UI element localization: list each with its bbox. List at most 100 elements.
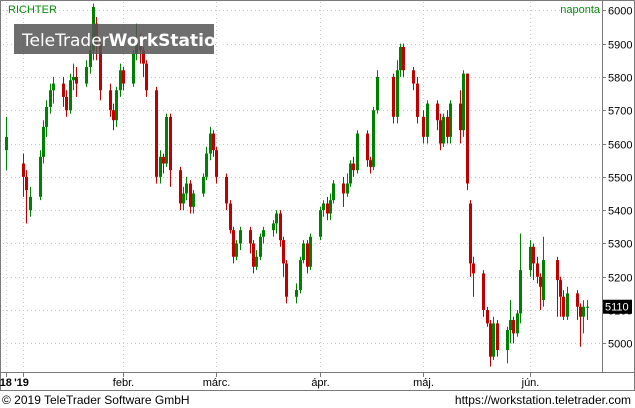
candle <box>346 173 349 197</box>
candle-body <box>85 66 88 84</box>
candle <box>559 276 562 317</box>
candle-body <box>392 76 395 117</box>
candle-body <box>416 83 419 117</box>
copyright-text: © 2019 TeleTrader Software GmbH <box>2 393 190 407</box>
candle-body <box>332 183 335 201</box>
candle <box>285 260 288 304</box>
candle <box>275 210 278 234</box>
candle <box>282 236 285 277</box>
candle <box>225 173 228 211</box>
candle <box>75 66 78 97</box>
candle <box>215 146 218 184</box>
candle-body <box>115 90 118 121</box>
watermark-text: TeleTraderWorkStation <box>21 31 228 51</box>
candle-body <box>185 183 188 194</box>
candle-body <box>302 243 305 261</box>
candle-body <box>346 183 349 194</box>
candle-body <box>559 280 562 297</box>
candle <box>259 233 262 261</box>
candle <box>202 173 205 197</box>
candle <box>295 283 298 304</box>
candle-body <box>532 246 535 264</box>
candle-body <box>442 116 445 144</box>
candle-body <box>159 156 162 177</box>
candle <box>562 290 565 321</box>
candle-body <box>466 73 469 184</box>
candle <box>165 113 168 167</box>
candle <box>422 110 425 144</box>
candle-body <box>542 260 545 301</box>
candle <box>109 83 112 117</box>
candle <box>396 60 399 124</box>
candle-body <box>165 116 168 164</box>
candle <box>519 233 522 324</box>
candle-body <box>229 203 232 231</box>
candle-body <box>275 213 278 224</box>
candle <box>466 73 469 191</box>
y-axis: 5000510052005300540055005600570058005900… <box>602 6 632 351</box>
candle <box>272 220 275 237</box>
candle <box>542 236 545 307</box>
candle <box>145 60 148 97</box>
candle-body <box>306 243 309 267</box>
candle <box>72 63 75 91</box>
candle <box>85 60 88 87</box>
candle <box>566 286 569 321</box>
candle <box>369 156 372 174</box>
candle-body <box>366 133 369 161</box>
candle <box>556 256 559 317</box>
candle-body <box>509 320 512 331</box>
candle <box>392 73 395 124</box>
candle-body <box>69 80 72 111</box>
candle-body <box>112 110 115 121</box>
candle <box>22 153 25 197</box>
candle <box>576 290 579 321</box>
candle-body <box>472 263 475 274</box>
candle-body <box>49 90 52 107</box>
candle <box>132 50 135 87</box>
candle-body <box>29 196 32 211</box>
candle-body <box>169 116 172 171</box>
candle <box>516 310 519 337</box>
candle-body <box>299 260 302 291</box>
candle <box>192 190 195 214</box>
watermark: TeleTraderWorkStation <box>14 24 228 54</box>
candle-body <box>536 263 539 277</box>
candle <box>579 303 582 347</box>
x-tick-label: ápr. <box>311 377 329 389</box>
candle <box>69 73 72 114</box>
candle <box>299 256 302 294</box>
candle <box>185 176 188 201</box>
candle-body <box>319 210 322 237</box>
x-axis: '18'19 febr. márc. ápr. máj. jún. <box>0 372 539 389</box>
candle-body <box>412 70 415 84</box>
candle <box>162 153 165 174</box>
source-url[interactable]: https://workstation.teletrader.com <box>455 393 631 407</box>
candle <box>352 156 355 177</box>
candle <box>472 256 475 297</box>
candle-body <box>356 133 359 171</box>
candle-body <box>376 76 379 111</box>
candle-body <box>252 243 255 267</box>
x-tick-label: jún. <box>521 377 540 389</box>
candle-body <box>402 46 405 71</box>
candle-body <box>155 90 158 177</box>
candle <box>436 100 439 131</box>
candle <box>486 306 489 327</box>
candle-body <box>62 83 65 97</box>
candle <box>512 316 515 344</box>
candle-body <box>215 150 218 177</box>
candle-body <box>282 240 285 264</box>
candle-body <box>209 133 212 154</box>
candle-body <box>496 323 499 351</box>
candle <box>529 240 532 277</box>
candle-body <box>529 246 532 271</box>
candle <box>5 116 8 171</box>
x-tick-label: '18 <box>0 377 12 389</box>
y-tick-label: 5400 <box>608 206 632 218</box>
x-tick-label: márc. <box>203 377 231 389</box>
candle <box>115 86 118 127</box>
candle-body <box>446 116 449 137</box>
candle <box>509 300 512 344</box>
